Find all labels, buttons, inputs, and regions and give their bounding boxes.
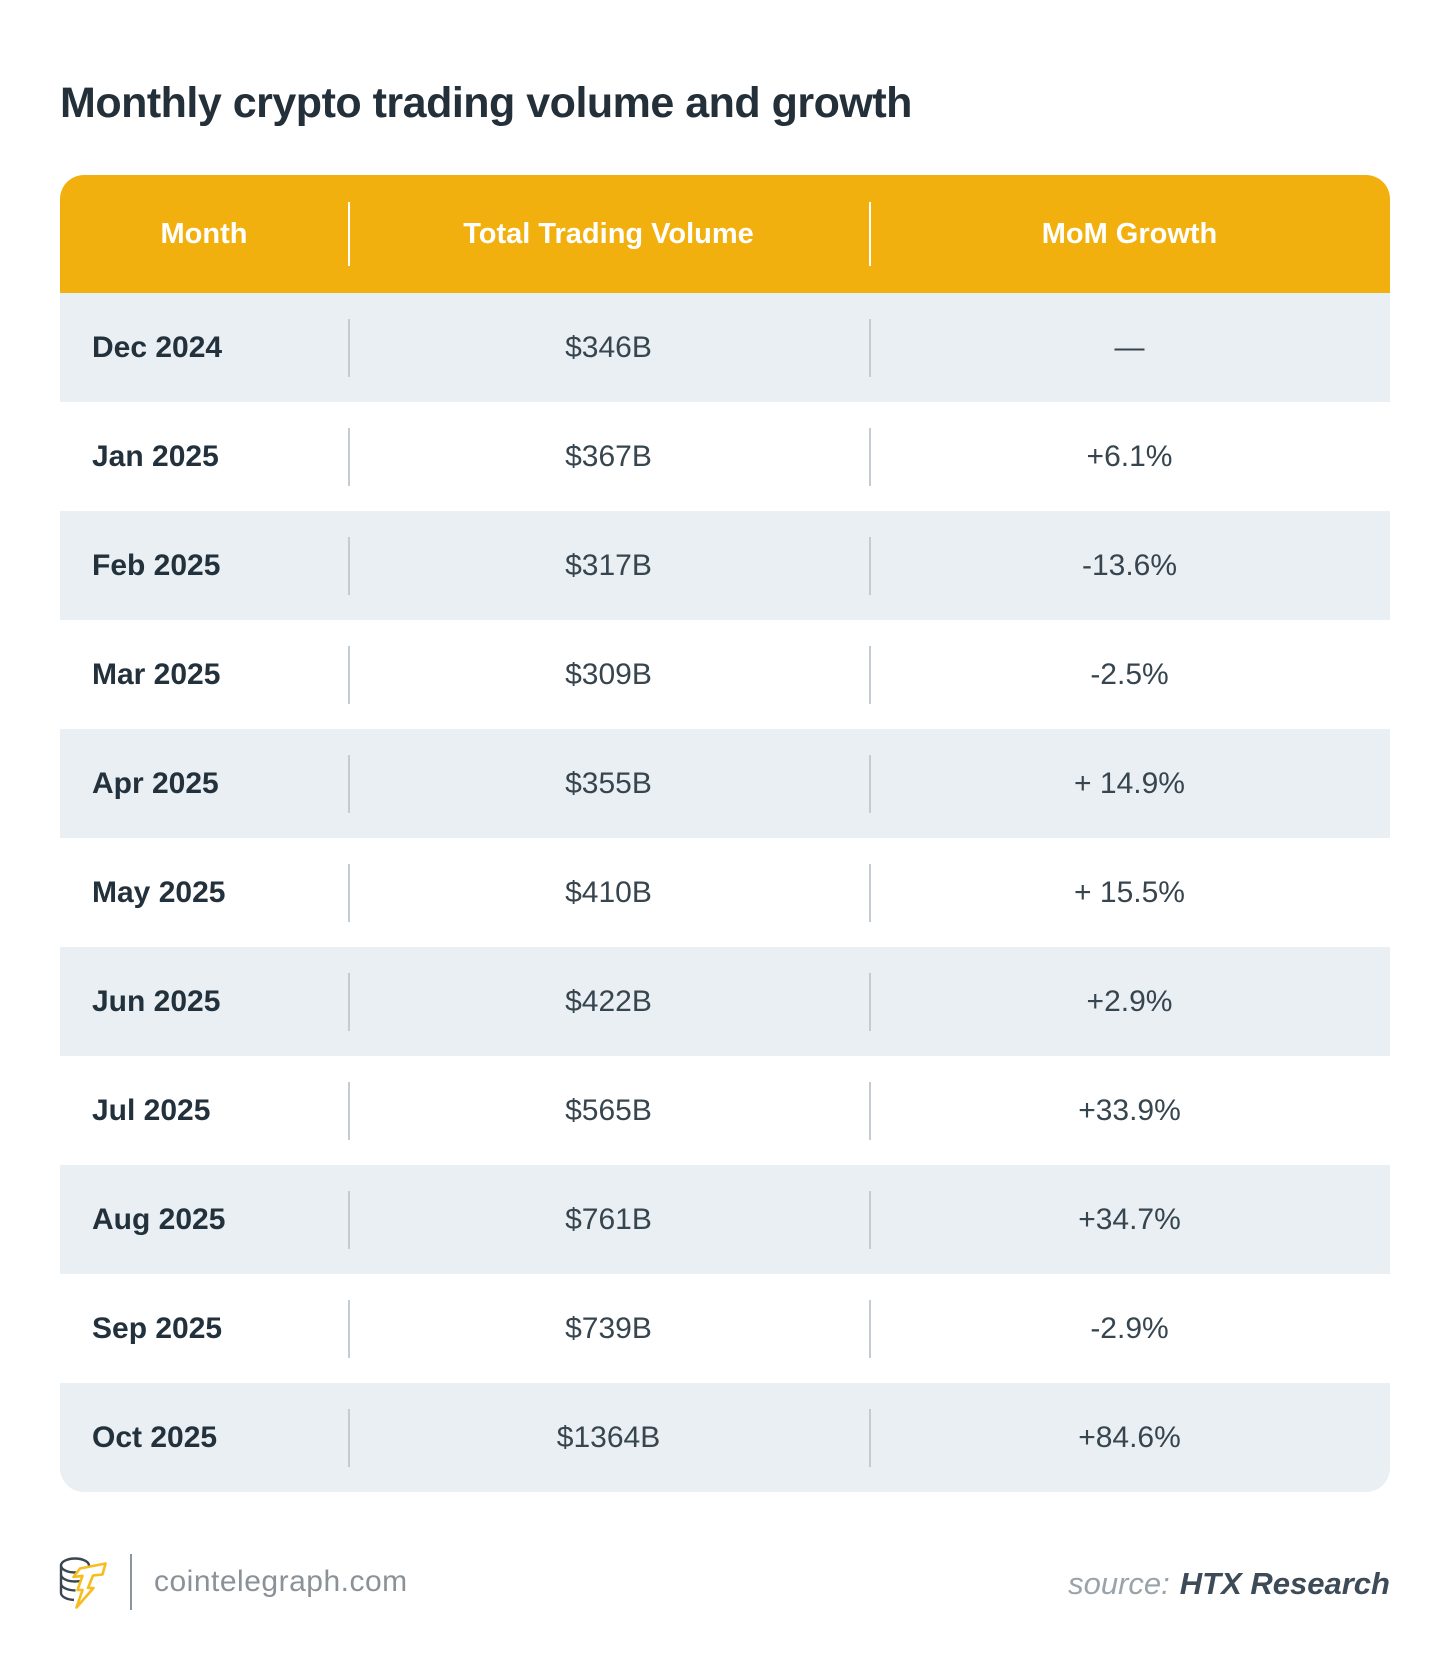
column-divider	[869, 318, 871, 377]
volume-cell: $565B	[565, 1093, 652, 1127]
column-divider	[348, 427, 350, 486]
table-row: Oct 2025 $1364B +84.6%	[60, 1383, 1390, 1492]
table-body: Dec 2024 $346B — Jan 2025 $367B +6.1% Feb 2025…	[60, 293, 1390, 1492]
month-cell: May 2025	[92, 875, 226, 909]
growth-cell: +6.1%	[1086, 439, 1173, 473]
cointelegraph-logo-icon	[59, 1557, 107, 1609]
column-divider	[869, 972, 871, 1031]
header-column-divider	[348, 202, 350, 266]
growth-cell: +33.9%	[1078, 1093, 1181, 1127]
month-cell: Dec 2024	[92, 330, 223, 364]
column-divider	[348, 972, 350, 1031]
source-value: HTX Research	[1179, 1566, 1390, 1601]
volume-cell: $355B	[565, 766, 652, 800]
month-cell: Jul 2025	[92, 1093, 211, 1127]
column-divider	[869, 1081, 871, 1140]
volume-cell: $1364B	[556, 1420, 661, 1454]
growth-cell: -13.6%	[1081, 548, 1178, 582]
column-divider	[348, 863, 350, 922]
growth-cell: -2.5%	[1090, 657, 1169, 691]
table-row: Jun 2025 $422B +2.9%	[60, 947, 1390, 1056]
month-cell: Feb 2025	[92, 548, 221, 582]
table-header-row: Month Total Trading Volume MoM Growth	[60, 175, 1390, 293]
growth-cell: + 14.9%	[1074, 766, 1185, 800]
growth-cell: -2.9%	[1090, 1311, 1169, 1345]
table-row: Feb 2025 $317B -13.6%	[60, 511, 1390, 620]
growth-cell: +2.9%	[1086, 984, 1173, 1018]
column-divider	[348, 536, 350, 595]
growth-cell: —	[1114, 330, 1145, 364]
table-row: Jul 2025 $565B +33.9%	[60, 1056, 1390, 1165]
column-divider	[869, 427, 871, 486]
column-divider	[348, 754, 350, 813]
table-row: May 2025 $410B + 15.5%	[60, 838, 1390, 947]
table-row: Mar 2025 $309B -2.5%	[60, 620, 1390, 729]
source-credit: source: HTX Research	[1068, 1566, 1390, 1602]
header-growth: MoM Growth	[1041, 217, 1218, 250]
column-divider	[869, 536, 871, 595]
volume-cell: $422B	[565, 984, 652, 1018]
lightning-bolt-icon	[72, 1562, 107, 1609]
table-row: Dec 2024 $346B —	[60, 293, 1390, 402]
volume-cell: $309B	[565, 657, 652, 691]
table-row: Sep 2025 $739B -2.9%	[60, 1274, 1390, 1383]
volume-cell: $410B	[565, 875, 652, 909]
volume-cell: $367B	[565, 439, 652, 473]
brand-divider	[130, 1554, 132, 1610]
column-divider	[348, 318, 350, 377]
volume-cell: $317B	[565, 548, 652, 582]
table-row: Aug 2025 $761B +34.7%	[60, 1165, 1390, 1274]
header-volume: Total Trading Volume	[463, 217, 754, 250]
month-cell: Mar 2025	[92, 657, 221, 691]
trading-volume-table: Month Total Trading Volume MoM Growth De…	[60, 175, 1390, 1492]
column-divider	[348, 1299, 350, 1358]
column-divider	[348, 1408, 350, 1467]
month-cell: Jan 2025	[92, 439, 219, 473]
brand-block: cointelegraph.com	[58, 1554, 408, 1610]
volume-cell: $346B	[565, 330, 652, 364]
column-divider	[869, 645, 871, 704]
column-divider	[348, 1190, 350, 1249]
column-divider	[348, 1081, 350, 1140]
header-month: Month	[160, 217, 248, 250]
month-cell: Oct 2025	[92, 1420, 218, 1454]
column-divider	[869, 1190, 871, 1249]
brand-domain: cointelegraph.com	[154, 1565, 408, 1598]
column-divider	[869, 1408, 871, 1467]
growth-cell: +34.7%	[1078, 1202, 1181, 1236]
footer: cointelegraph.com source: HTX Research	[0, 1548, 1450, 1628]
header-column-divider	[869, 202, 871, 266]
page-title: Monthly crypto trading volume and growth	[60, 78, 912, 127]
month-cell: Apr 2025	[92, 766, 219, 800]
column-divider	[348, 645, 350, 704]
growth-cell: +84.6%	[1078, 1420, 1181, 1454]
growth-cell: + 15.5%	[1074, 875, 1185, 909]
table-row: Apr 2025 $355B + 14.9%	[60, 729, 1390, 838]
month-cell: Aug 2025	[92, 1202, 226, 1236]
month-cell: Sep 2025	[92, 1311, 223, 1345]
volume-cell: $739B	[565, 1311, 652, 1345]
column-divider	[869, 1299, 871, 1358]
column-divider	[869, 863, 871, 922]
volume-cell: $761B	[565, 1202, 652, 1236]
table-row: Jan 2025 $367B +6.1%	[60, 402, 1390, 511]
month-cell: Jun 2025	[92, 984, 221, 1018]
source-label: source:	[1068, 1566, 1170, 1601]
column-divider	[869, 754, 871, 813]
